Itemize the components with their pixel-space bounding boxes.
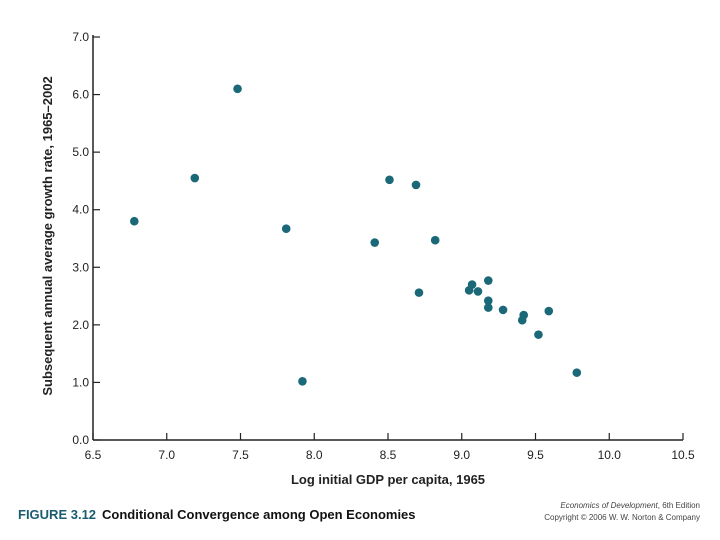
data-point	[519, 310, 528, 320]
data-point	[281, 224, 291, 234]
y-tick-label: 6.0	[72, 88, 89, 102]
x-tick-label: 7.0	[158, 448, 175, 462]
x-tick-label: 10.0	[598, 448, 622, 462]
data-point	[233, 84, 242, 94]
figure-title: Conditional Convergence among Open Econo…	[102, 507, 416, 522]
figure-number: FIGURE 3.12	[18, 507, 97, 522]
data-point	[467, 280, 477, 289]
data-point	[430, 235, 440, 245]
x-tick-label: 9.0	[453, 448, 470, 462]
data-point	[130, 216, 139, 226]
x-axis-title: Log initial GDP per capita, 1965	[291, 472, 485, 487]
y-axis-title: Subsequent annual average growth rate, 1…	[40, 76, 55, 395]
data-point	[411, 180, 421, 190]
copyright-line: Copyright © 2006 W. W. Norton & Company	[544, 513, 700, 522]
data-point	[190, 173, 200, 183]
data-point	[414, 288, 424, 297]
data-point	[534, 330, 543, 339]
data-point	[572, 368, 582, 377]
y-tick-label: 5.0	[72, 145, 89, 159]
data-point	[484, 276, 493, 285]
data-point	[473, 287, 483, 296]
x-tick-label: 7.5	[232, 448, 249, 462]
data-point	[298, 376, 307, 386]
data-point	[544, 306, 554, 316]
x-tick-label: 10.5	[671, 448, 695, 462]
publisher-credit: Economics of Development, 6th Edition Co…	[544, 500, 700, 524]
data-point	[370, 238, 380, 247]
y-axis-ticks: 0.0 1.0 2.0 3.0 4.0 5.0 6.0 7.0	[72, 30, 100, 447]
y-tick-label: 4.0	[72, 203, 89, 217]
axes	[92, 35, 683, 441]
x-axis-ticks: 6.5 7.0 7.5 8.0 8.5 9.0 9.5 10.0 10.5	[85, 433, 695, 462]
data-point	[498, 305, 508, 315]
x-tick-label: 9.5	[527, 448, 544, 462]
x-tick-label: 8.5	[380, 448, 397, 462]
y-tick-label: 0.0	[72, 433, 89, 447]
data-points	[130, 84, 582, 386]
y-tick-label: 7.0	[72, 30, 89, 44]
x-tick-label: 8.0	[306, 448, 323, 462]
y-tick-label: 2.0	[72, 318, 89, 332]
y-tick-label: 1.0	[72, 375, 89, 389]
x-tick-label: 6.5	[85, 448, 102, 462]
book-title: Economics of Development	[560, 501, 658, 510]
data-point	[385, 175, 394, 185]
figure-caption: FIGURE 3.12 Conditional Convergence among…	[18, 507, 416, 522]
book-edition: , 6th Edition	[657, 501, 700, 510]
y-tick-label: 3.0	[72, 260, 89, 274]
data-point	[484, 296, 493, 305]
data-point	[484, 303, 493, 312]
